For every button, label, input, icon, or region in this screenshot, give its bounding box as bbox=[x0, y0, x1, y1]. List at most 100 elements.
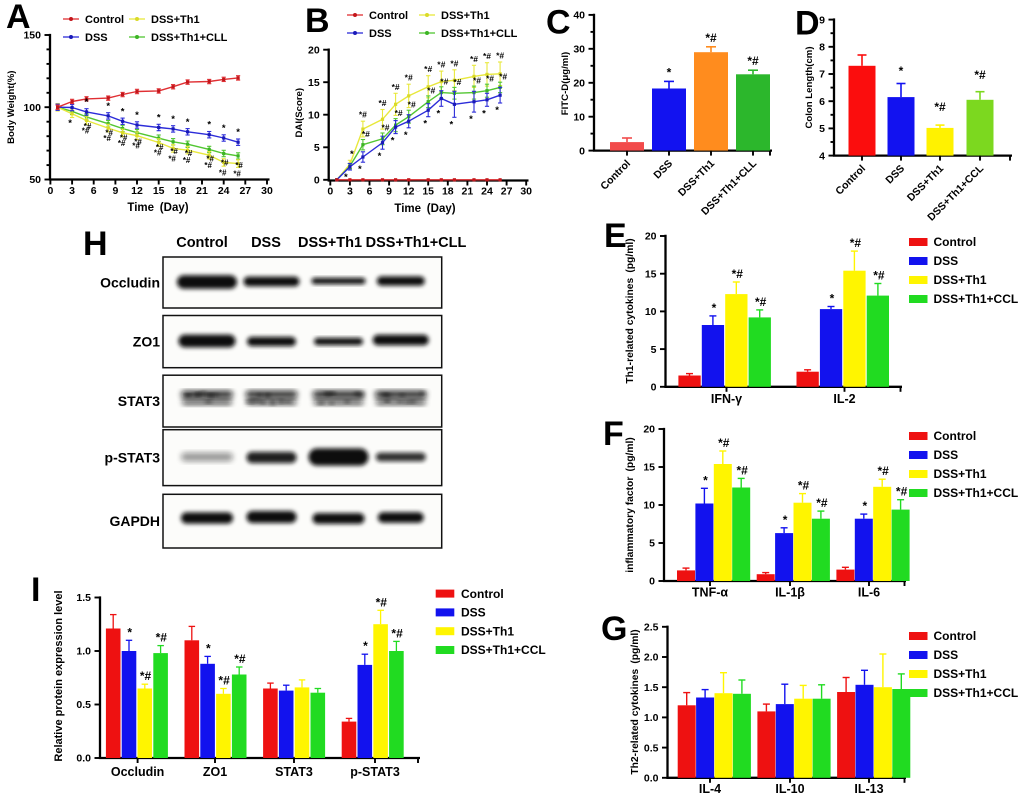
svg-text:Body Weight(%): Body Weight(%) bbox=[6, 71, 17, 144]
svg-text:50: 50 bbox=[29, 174, 41, 186]
svg-text:18: 18 bbox=[175, 185, 187, 197]
svg-text:1.5: 1.5 bbox=[644, 682, 659, 694]
svg-text:Occludin: Occludin bbox=[111, 765, 164, 779]
svg-text:*: * bbox=[344, 172, 348, 183]
svg-text:p-STAT3: p-STAT3 bbox=[105, 450, 161, 466]
svg-text:*: * bbox=[482, 108, 486, 119]
svg-text:*#: *# bbox=[359, 110, 367, 120]
svg-text:F: F bbox=[603, 415, 624, 453]
svg-text:0.5: 0.5 bbox=[644, 742, 659, 754]
svg-text:STAT3: STAT3 bbox=[275, 765, 313, 779]
svg-text:*: * bbox=[68, 118, 72, 129]
svg-text:*#: *# bbox=[378, 98, 386, 108]
svg-text:Occludin: Occludin bbox=[100, 275, 160, 291]
svg-text:*: * bbox=[135, 110, 139, 121]
svg-text:*: * bbox=[469, 114, 473, 125]
svg-text:*#: *# bbox=[391, 626, 403, 640]
svg-text:40: 40 bbox=[573, 10, 585, 22]
svg-text:0.0: 0.0 bbox=[644, 773, 659, 785]
svg-text:15: 15 bbox=[422, 186, 434, 198]
svg-text:30: 30 bbox=[573, 44, 585, 56]
svg-text:*: * bbox=[171, 114, 175, 125]
svg-text:1.0: 1.0 bbox=[644, 712, 659, 724]
svg-text:*#: *# bbox=[816, 496, 828, 510]
svg-text:*#: *# bbox=[154, 149, 162, 158]
svg-text:Th1-related cytokines (pg/ml): Th1-related cytokines (pg/ml) bbox=[625, 238, 636, 383]
svg-text:15: 15 bbox=[643, 462, 655, 474]
svg-text:DSS+Th1: DSS+Th1 bbox=[461, 624, 514, 638]
svg-text:*#: *# bbox=[450, 58, 458, 68]
svg-text:DSS+Th1+CCL: DSS+Th1+CCL bbox=[934, 686, 1019, 700]
svg-text:DSS+Th1: DSS+Th1 bbox=[151, 14, 200, 26]
svg-text:*#: *# bbox=[218, 674, 230, 688]
svg-text:*#: *# bbox=[103, 134, 111, 143]
svg-text:30: 30 bbox=[261, 185, 273, 197]
svg-text:FITC-D(μg/ml): FITC-D(μg/ml) bbox=[560, 52, 571, 115]
svg-text:ZO1: ZO1 bbox=[203, 765, 227, 779]
svg-text:DSS: DSS bbox=[934, 448, 959, 462]
svg-text:*: * bbox=[207, 120, 211, 131]
svg-text:*: * bbox=[186, 117, 190, 128]
svg-text:DSS+Th1+CLL: DSS+Th1+CLL bbox=[151, 32, 228, 44]
svg-text:*#: *# bbox=[206, 154, 214, 163]
svg-text:9: 9 bbox=[819, 14, 825, 26]
svg-text:20: 20 bbox=[643, 424, 655, 436]
svg-text:Control: Control bbox=[934, 429, 977, 443]
svg-text:0: 0 bbox=[649, 576, 655, 588]
svg-text:*#: *# bbox=[424, 64, 432, 74]
svg-text:Colon Length(cm): Colon Length(cm) bbox=[804, 46, 815, 128]
svg-text:*#: *# bbox=[140, 669, 152, 683]
svg-text:4: 4 bbox=[819, 150, 825, 162]
svg-text:*: * bbox=[450, 119, 454, 130]
svg-text:5: 5 bbox=[651, 344, 657, 356]
svg-text:15: 15 bbox=[153, 185, 165, 197]
svg-text:1.5: 1.5 bbox=[76, 592, 91, 604]
svg-text:*: * bbox=[667, 65, 672, 79]
svg-text:100: 100 bbox=[23, 102, 41, 114]
svg-text:*: * bbox=[423, 119, 427, 130]
svg-text:*#: *# bbox=[235, 161, 243, 170]
svg-text:IFN-γ: IFN-γ bbox=[711, 392, 742, 406]
svg-text:DSS: DSS bbox=[369, 28, 392, 40]
svg-text:0: 0 bbox=[314, 175, 320, 187]
svg-text:G: G bbox=[601, 610, 627, 648]
svg-text:*#: *# bbox=[747, 54, 759, 68]
svg-text:IL-6: IL-6 bbox=[858, 586, 880, 600]
svg-text:*#: *# bbox=[483, 51, 491, 61]
svg-text:*#: *# bbox=[405, 73, 413, 83]
svg-text:20: 20 bbox=[573, 77, 585, 89]
svg-text:150: 150 bbox=[23, 30, 41, 42]
svg-text:*: * bbox=[85, 97, 89, 108]
svg-text:30: 30 bbox=[520, 186, 532, 198]
svg-text:0: 0 bbox=[651, 382, 657, 394]
svg-text:H: H bbox=[83, 225, 108, 263]
svg-text:Control: Control bbox=[369, 10, 408, 22]
svg-text:Time (Day): Time (Day) bbox=[394, 203, 455, 215]
svg-text:*#: *# bbox=[362, 129, 370, 139]
svg-text:TNF-α: TNF-α bbox=[692, 586, 728, 600]
svg-text:2.5: 2.5 bbox=[644, 622, 659, 634]
svg-text:*#: *# bbox=[395, 108, 403, 118]
svg-text:*: * bbox=[830, 292, 835, 306]
svg-text:*: * bbox=[783, 513, 788, 527]
svg-text:Th2-related cytokines (pg/ml): Th2-related cytokines (pg/ml) bbox=[630, 629, 641, 774]
svg-text:DAI(Score): DAI(Score) bbox=[294, 88, 305, 138]
svg-text:*#: *# bbox=[473, 76, 481, 86]
svg-text:*#: *# bbox=[185, 149, 193, 158]
svg-text:Control: Control bbox=[461, 587, 504, 601]
svg-text:*#: *# bbox=[974, 68, 986, 82]
svg-text:*#: *# bbox=[718, 436, 730, 450]
svg-text:21: 21 bbox=[196, 185, 208, 197]
svg-text:*: * bbox=[391, 136, 395, 147]
svg-text:*#: *# bbox=[755, 295, 767, 309]
svg-text:*#: *# bbox=[453, 77, 461, 87]
svg-text:*#: *# bbox=[934, 100, 946, 114]
svg-text:Time (Day): Time (Day) bbox=[127, 202, 188, 214]
svg-text:*#: *# bbox=[234, 652, 246, 666]
svg-text:A: A bbox=[6, 0, 31, 36]
svg-text:*#: *# bbox=[408, 100, 416, 110]
svg-text:0: 0 bbox=[47, 185, 53, 197]
svg-text:D: D bbox=[795, 5, 820, 43]
svg-text:DSS+Th1+CCL: DSS+Th1+CCL bbox=[934, 292, 1019, 306]
svg-text:*: * bbox=[350, 149, 354, 160]
